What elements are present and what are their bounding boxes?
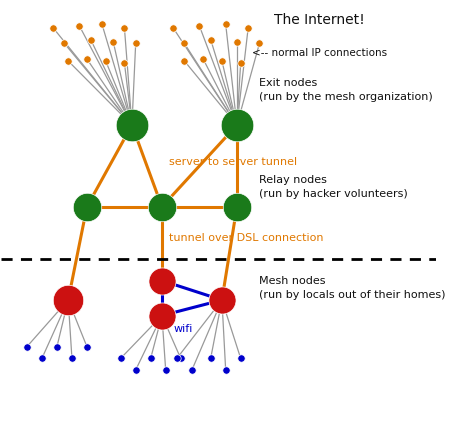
- Point: [121, 60, 128, 66]
- Point: [83, 343, 91, 350]
- Point: [147, 355, 155, 362]
- Point: [158, 203, 166, 210]
- Point: [233, 203, 241, 210]
- Point: [237, 355, 245, 362]
- Point: [177, 355, 184, 362]
- Point: [23, 343, 31, 350]
- Point: [64, 296, 72, 303]
- Point: [200, 56, 207, 63]
- Point: [196, 23, 203, 30]
- Text: The Internet!: The Internet!: [274, 13, 365, 27]
- Point: [181, 57, 188, 64]
- Point: [132, 366, 139, 373]
- Point: [76, 23, 83, 30]
- Point: [102, 57, 109, 64]
- Point: [162, 366, 170, 373]
- Point: [83, 203, 91, 210]
- Point: [173, 355, 181, 362]
- Point: [49, 24, 57, 31]
- Point: [158, 277, 166, 284]
- Point: [61, 40, 68, 47]
- Point: [64, 57, 72, 64]
- Point: [87, 36, 94, 43]
- Point: [233, 38, 241, 45]
- Point: [169, 24, 177, 31]
- Point: [245, 24, 252, 31]
- Point: [222, 21, 229, 27]
- Point: [117, 355, 125, 362]
- Text: tunnel over DSL connection: tunnel over DSL connection: [169, 233, 324, 243]
- Point: [109, 38, 117, 45]
- Text: Relay nodes
(run by hacker volunteers): Relay nodes (run by hacker volunteers): [259, 175, 408, 199]
- Text: Mesh nodes
(run by locals out of their homes): Mesh nodes (run by locals out of their h…: [259, 276, 446, 300]
- Point: [53, 343, 61, 350]
- Point: [83, 56, 91, 63]
- Point: [233, 122, 241, 129]
- Point: [237, 60, 245, 66]
- Point: [98, 21, 106, 27]
- Text: wifi: wifi: [173, 324, 192, 334]
- Point: [207, 355, 214, 362]
- Point: [188, 366, 196, 373]
- Point: [132, 40, 139, 47]
- Point: [218, 57, 226, 64]
- Point: [38, 355, 46, 362]
- Point: [121, 24, 128, 31]
- Text: <-- normal IP connections: <-- normal IP connections: [252, 48, 387, 58]
- Point: [207, 36, 214, 43]
- Point: [255, 40, 263, 47]
- Point: [68, 355, 76, 362]
- Point: [222, 366, 229, 373]
- Point: [218, 296, 226, 303]
- Text: server to server tunnel: server to server tunnel: [169, 157, 298, 167]
- Point: [128, 122, 136, 129]
- Text: Exit nodes
(run by the mesh organization): Exit nodes (run by the mesh organization…: [259, 78, 433, 102]
- Point: [158, 312, 166, 319]
- Point: [181, 40, 188, 47]
